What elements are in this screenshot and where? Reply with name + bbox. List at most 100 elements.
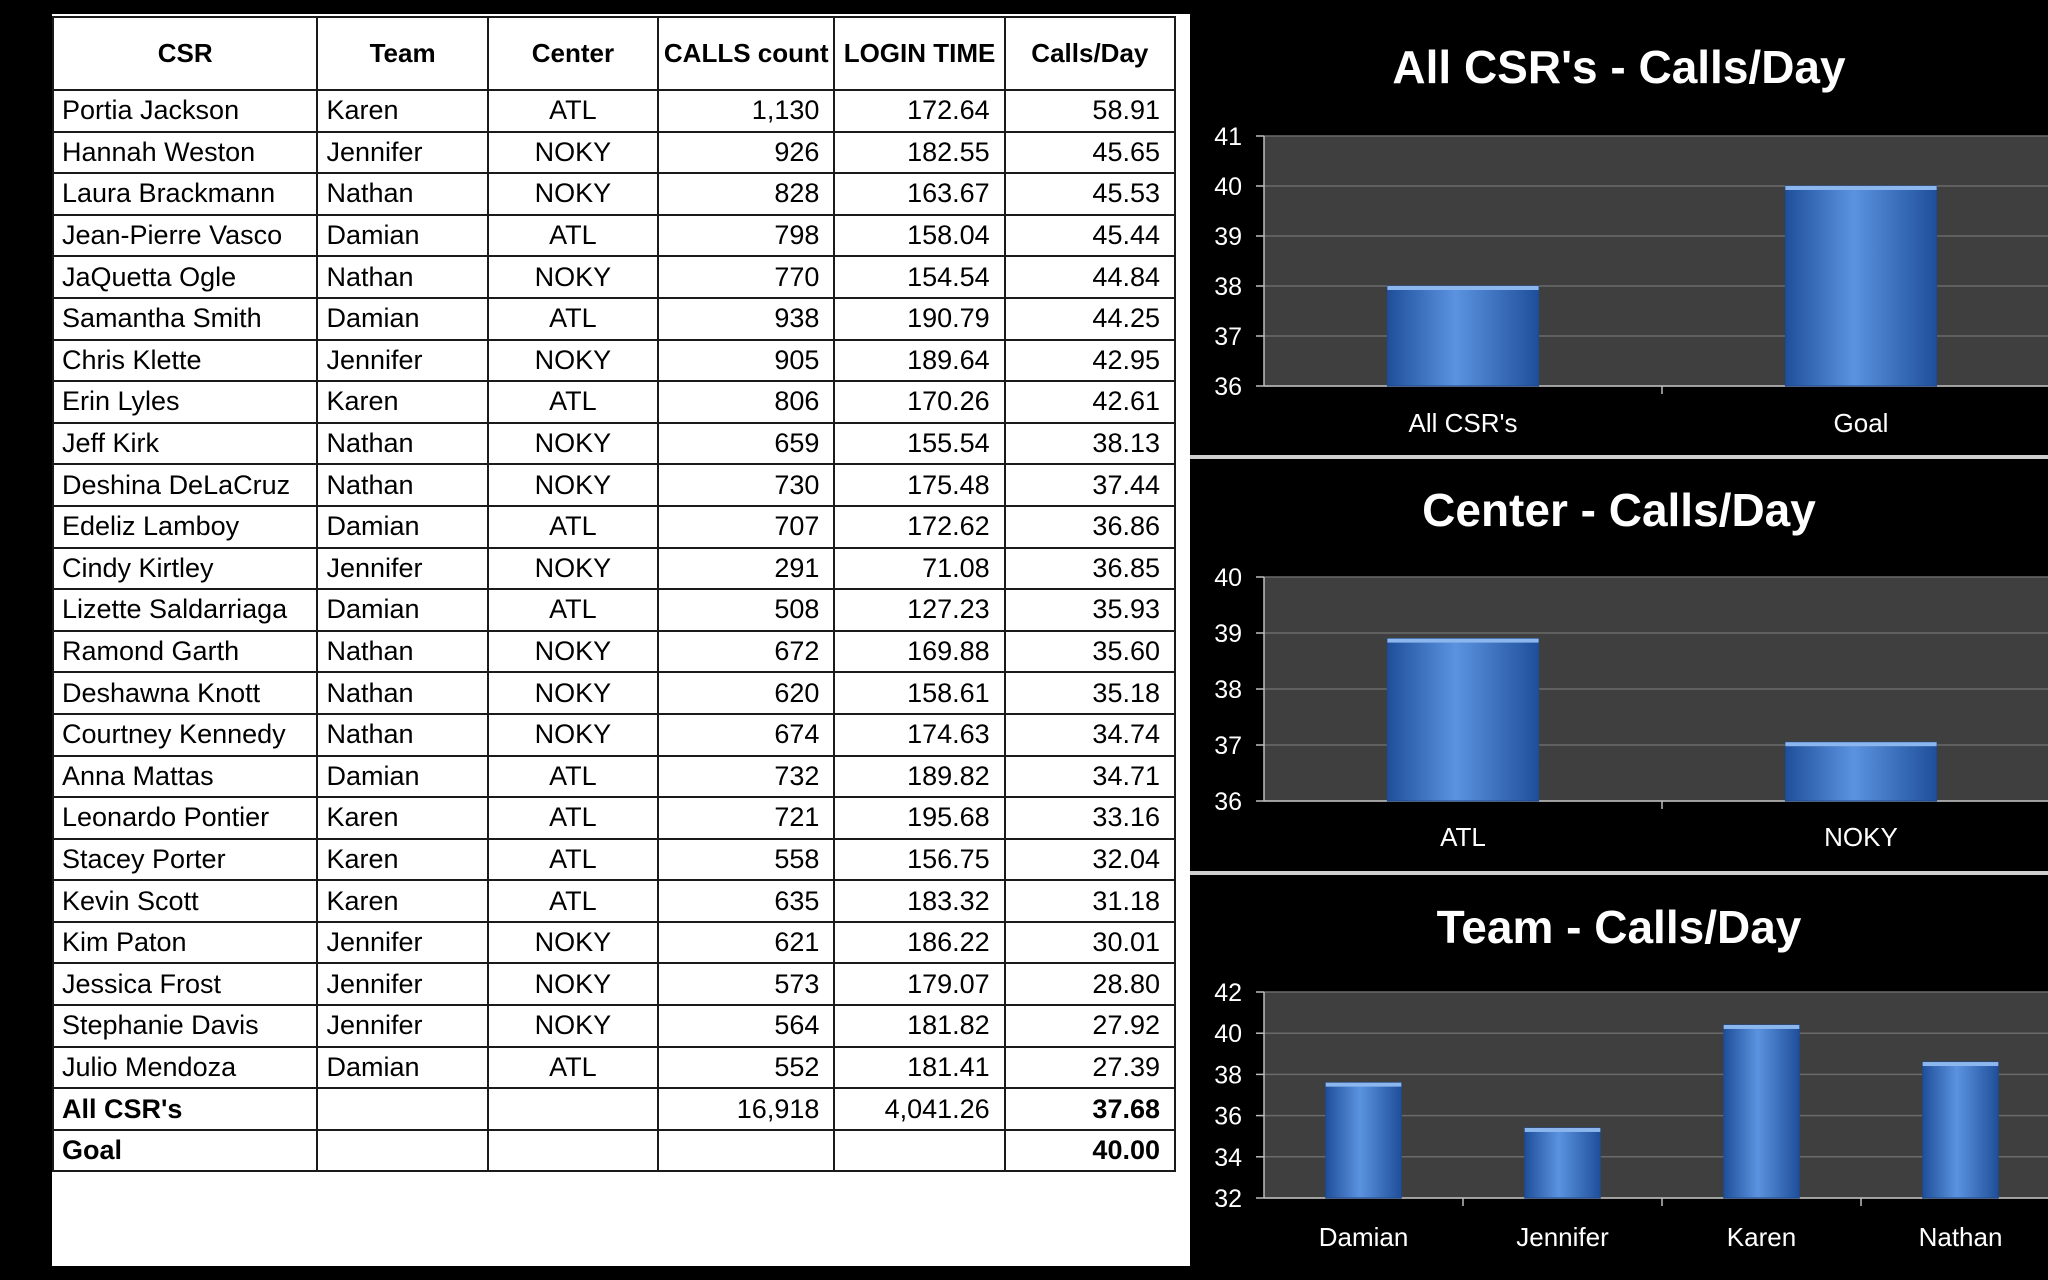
cell-csr[interactable]: Deshina DeLaCruz: [51, 463, 319, 507]
cell-center[interactable]: NOKY: [486, 962, 660, 1007]
cell-login-time[interactable]: 170.26: [833, 380, 1006, 424]
cell-calls-per-day[interactable]: 31.18: [1003, 879, 1177, 923]
cell-calls-per-day[interactable]: 42.61: [1003, 380, 1177, 424]
cell-center[interactable]: ATL: [486, 796, 660, 840]
cell-calls-count[interactable]: 806: [657, 380, 836, 424]
cell-csr[interactable]: Edeliz Lamboy: [51, 504, 319, 549]
cell-team[interactable]: [316, 1128, 489, 1173]
cell-login-time[interactable]: 175.48: [833, 463, 1006, 507]
cell-csr[interactable]: Samantha Smith: [51, 296, 319, 341]
cell-team[interactable]: Jennifer: [316, 338, 489, 383]
cell-center[interactable]: NOKY: [486, 255, 660, 299]
cell-login-time[interactable]: 71.08: [833, 546, 1006, 591]
cell-calls-count[interactable]: 659: [657, 421, 836, 466]
cell-calls-per-day[interactable]: 36.85: [1003, 546, 1177, 591]
cell-csr[interactable]: Jessica Frost: [51, 962, 319, 1007]
cell-csr[interactable]: Erin Lyles: [51, 380, 319, 424]
cell-center[interactable]: NOKY: [486, 338, 660, 383]
cell-team[interactable]: Damian: [316, 1045, 489, 1090]
cell-csr[interactable]: All CSR's: [51, 1087, 319, 1131]
cell-team[interactable]: Nathan: [316, 629, 489, 674]
cell-calls-count[interactable]: 635: [657, 879, 836, 923]
cell-login-time[interactable]: 155.54: [833, 421, 1006, 466]
cell-calls-per-day[interactable]: 27.39: [1003, 1045, 1177, 1090]
cell-calls-count[interactable]: 564: [657, 1004, 836, 1048]
cell-calls-per-day[interactable]: 27.92: [1003, 1004, 1177, 1048]
cell-calls-per-day[interactable]: 30.01: [1003, 920, 1177, 965]
cell-calls-count[interactable]: 621: [657, 920, 836, 965]
cell-login-time[interactable]: 182.55: [833, 130, 1006, 175]
cell-team[interactable]: Jennifer: [316, 546, 489, 591]
cell-calls-per-day[interactable]: 36.86: [1003, 504, 1177, 549]
cell-team[interactable]: Damian: [316, 588, 489, 632]
cell-calls-per-day[interactable]: 45.65: [1003, 130, 1177, 175]
cell-csr[interactable]: Ramond Garth: [51, 629, 319, 674]
cell-calls-count[interactable]: 707: [657, 504, 836, 549]
cell-login-time[interactable]: [833, 1128, 1006, 1173]
cell-team[interactable]: Nathan: [316, 671, 489, 715]
cell-team[interactable]: Nathan: [316, 255, 489, 299]
cell-center[interactable]: NOKY: [486, 712, 660, 757]
cell-center[interactable]: NOKY: [486, 421, 660, 466]
cell-calls-per-day[interactable]: 45.53: [1003, 172, 1177, 216]
cell-calls-count[interactable]: 1,130: [657, 89, 836, 133]
cell-login-time[interactable]: 158.04: [833, 213, 1006, 258]
cell-center[interactable]: ATL: [486, 588, 660, 632]
cell-calls-count[interactable]: 732: [657, 754, 836, 799]
cell-csr[interactable]: Stacey Porter: [51, 837, 319, 882]
cell-center[interactable]: ATL: [486, 1045, 660, 1090]
cell-calls-per-day[interactable]: 28.80: [1003, 962, 1177, 1007]
cell-team[interactable]: Nathan: [316, 172, 489, 216]
cell-login-time[interactable]: 172.62: [833, 504, 1006, 549]
cell-calls-per-day[interactable]: 33.16: [1003, 796, 1177, 840]
cell-team[interactable]: Damian: [316, 504, 489, 549]
cell-login-time[interactable]: 181.41: [833, 1045, 1006, 1090]
cell-team[interactable]: Jennifer: [316, 1004, 489, 1048]
cell-login-time[interactable]: 4,041.26: [833, 1087, 1006, 1131]
cell-csr[interactable]: Lizette Saldarriaga: [51, 588, 319, 632]
cell-calls-per-day[interactable]: 34.71: [1003, 754, 1177, 799]
cell-center[interactable]: NOKY: [486, 463, 660, 507]
cell-center[interactable]: NOKY: [486, 671, 660, 715]
cell-login-time[interactable]: 172.64: [833, 89, 1006, 133]
cell-login-time[interactable]: 189.64: [833, 338, 1006, 383]
cell-login-time[interactable]: 181.82: [833, 1004, 1006, 1048]
cell-calls-per-day[interactable]: 42.95: [1003, 338, 1177, 383]
cell-team[interactable]: Jennifer: [316, 920, 489, 965]
cell-csr[interactable]: Jean-Pierre Vasco: [51, 213, 319, 258]
cell-center[interactable]: ATL: [486, 879, 660, 923]
cell-csr[interactable]: Jeff Kirk: [51, 421, 319, 466]
header-center[interactable]: Center: [486, 16, 660, 91]
cell-center[interactable]: ATL: [486, 213, 660, 258]
cell-login-time[interactable]: 158.61: [833, 671, 1006, 715]
cell-center[interactable]: ATL: [486, 837, 660, 882]
cell-calls-count[interactable]: 721: [657, 796, 836, 840]
cell-calls-per-day[interactable]: 38.13: [1003, 421, 1177, 466]
cell-calls-per-day[interactable]: 37.44: [1003, 463, 1177, 507]
cell-team[interactable]: Karen: [316, 837, 489, 882]
cell-center[interactable]: NOKY: [486, 130, 660, 175]
cell-login-time[interactable]: 127.23: [833, 588, 1006, 632]
cell-login-time[interactable]: 183.32: [833, 879, 1006, 923]
cell-csr[interactable]: Leonardo Pontier: [51, 796, 319, 840]
header-calls-count[interactable]: CALLS count: [657, 16, 836, 91]
cell-calls-count[interactable]: 558: [657, 837, 836, 882]
cell-login-time[interactable]: 195.68: [833, 796, 1006, 840]
cell-calls-count[interactable]: 674: [657, 712, 836, 757]
cell-calls-per-day[interactable]: 35.93: [1003, 588, 1177, 632]
cell-csr[interactable]: JaQuetta Ogle: [51, 255, 319, 299]
cell-calls-count[interactable]: 770: [657, 255, 836, 299]
cell-csr[interactable]: Cindy Kirtley: [51, 546, 319, 591]
cell-calls-count[interactable]: 828: [657, 172, 836, 216]
cell-center[interactable]: [486, 1087, 660, 1131]
cell-team[interactable]: Karen: [316, 89, 489, 133]
header-csr[interactable]: CSR: [51, 16, 319, 91]
cell-calls-per-day[interactable]: 34.74: [1003, 712, 1177, 757]
cell-center[interactable]: ATL: [486, 754, 660, 799]
cell-calls-per-day[interactable]: 45.44: [1003, 213, 1177, 258]
cell-csr[interactable]: Hannah Weston: [51, 130, 319, 175]
cell-login-time[interactable]: 179.07: [833, 962, 1006, 1007]
cell-team[interactable]: [316, 1087, 489, 1131]
cell-calls-per-day[interactable]: 58.91: [1003, 89, 1177, 133]
cell-team[interactable]: Nathan: [316, 463, 489, 507]
